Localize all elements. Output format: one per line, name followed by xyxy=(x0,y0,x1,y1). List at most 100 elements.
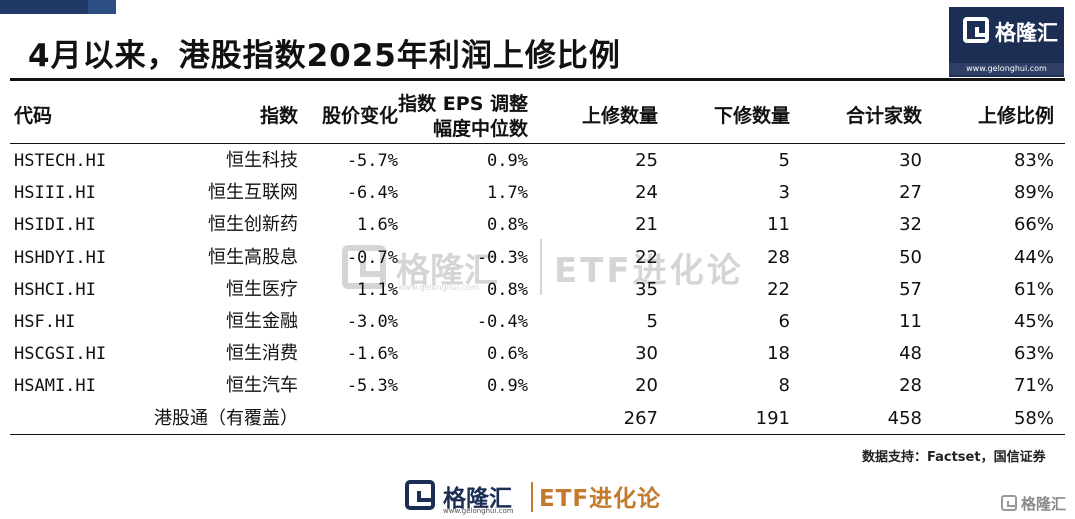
cell-up-ratio: 45% xyxy=(1013,311,1054,332)
cell-index-name: 恒生高股息 xyxy=(208,246,298,268)
cell-eps-median: 0.8% xyxy=(487,215,528,236)
cell-index-name: 恒生互联网 xyxy=(208,182,298,204)
cell-code: HSCGSI.HI xyxy=(14,344,107,365)
cell-price-change: -3.0% xyxy=(346,312,398,332)
cell-up-count: 35 xyxy=(635,278,658,300)
cell-index-name: 恒生消费 xyxy=(226,343,298,365)
header-eps-line2: 幅度中位数 xyxy=(432,118,528,140)
data-source-note: 数据支持：Factset，国信证券 xyxy=(862,450,1046,465)
cell-up-count: 25 xyxy=(635,150,658,171)
cell-total-count: 30 xyxy=(899,150,922,171)
table-bottom-rule xyxy=(10,434,1065,435)
header-index: 指数 xyxy=(259,105,298,127)
watermark-divider xyxy=(540,239,542,295)
top-accent-bar-secondary xyxy=(88,0,116,14)
cell-up-ratio: 89% xyxy=(1013,182,1054,204)
cell-down-count: 18 xyxy=(767,343,790,365)
cell-total-count: 27 xyxy=(899,182,922,204)
header-eps-line1: 指数 EPS 调整 xyxy=(398,93,528,115)
cell-code: HSAMI.HI xyxy=(14,376,96,397)
cell-code: HSHDYI.HI xyxy=(14,247,107,268)
cell-index-name: 恒生医疗 xyxy=(226,278,298,300)
cell-eps-median: 0.9% xyxy=(487,376,528,397)
cell-up-ratio: 66% xyxy=(1013,214,1054,236)
cell-index-name: 恒生科技 xyxy=(226,150,298,171)
cell-up-count: 5 xyxy=(646,311,658,332)
cell-price-change: -5.3% xyxy=(346,376,398,397)
footer-brand-url: www.gelonghui.com xyxy=(443,507,514,515)
top-accent-bar xyxy=(0,0,88,14)
cell-code: HSF.HI xyxy=(14,312,76,332)
header-up-count: 上修数量 xyxy=(581,105,658,127)
gelonghui-logo-icon xyxy=(963,17,989,43)
cell-price-change: -1.6% xyxy=(346,344,398,365)
cell-down-count: 3 xyxy=(778,182,790,204)
cell-price-change: -5.7% xyxy=(346,151,398,171)
summary-total-count: 458 xyxy=(887,407,922,429)
header-price-change: 股价变化 xyxy=(321,105,398,127)
cell-price-change: 1.6% xyxy=(357,215,398,236)
brand-logo: 格隆汇 www.gelonghui.com xyxy=(949,7,1064,77)
cell-total-count: 48 xyxy=(899,343,922,365)
footer-logo: 格隆汇 www.gelonghui.com ETF进化论 xyxy=(405,476,705,516)
cell-up-count: 24 xyxy=(635,182,658,204)
corner-watermark: 格隆汇 xyxy=(1001,492,1071,514)
cell-down-count: 11 xyxy=(767,214,790,236)
cell-code: HSIDI.HI xyxy=(14,215,96,236)
cell-up-count: 21 xyxy=(635,214,658,236)
cell-price-change: -6.4% xyxy=(346,183,398,204)
watermark-url: www.gelonghui.com xyxy=(398,283,479,292)
cell-up-ratio: 71% xyxy=(1013,375,1054,397)
header-up-ratio: 上修比例 xyxy=(977,105,1054,127)
header-total-count: 合计家数 xyxy=(845,105,922,127)
cell-total-count: 11 xyxy=(899,311,922,332)
footer-logo-icon xyxy=(405,480,435,510)
summary-up-count: 267 xyxy=(623,407,658,429)
cell-code: HSIII.HI xyxy=(14,183,96,204)
cell-up-ratio: 63% xyxy=(1013,343,1054,365)
cell-total-count: 50 xyxy=(899,246,922,268)
cell-eps-median: 0.8% xyxy=(487,279,528,300)
cell-up-ratio: 61% xyxy=(1013,278,1054,300)
cell-up-count: 20 xyxy=(635,375,658,397)
cell-price-change: 1.1% xyxy=(357,279,398,300)
summary-up-ratio: 58% xyxy=(1013,407,1054,429)
cell-eps-median: -0.4% xyxy=(476,312,528,332)
cell-down-count: 28 xyxy=(767,246,790,268)
footer-divider xyxy=(531,482,533,512)
cell-index-name: 恒生创新药 xyxy=(208,214,298,236)
cell-down-count: 8 xyxy=(778,375,790,397)
cell-price-change: -0.7% xyxy=(346,247,398,268)
cell-index-name: 恒生金融 xyxy=(226,311,298,332)
table-header-rule xyxy=(10,143,1065,144)
cell-index-name: 恒生汽车 xyxy=(226,375,298,397)
page-title: 4月以来，港股指数2025年利润上修比例 xyxy=(28,38,621,74)
cell-down-count: 5 xyxy=(778,150,790,171)
footer-brand-name: 格隆汇 xyxy=(443,486,512,512)
cell-eps-median: -0.3% xyxy=(476,247,528,268)
cell-up-count: 22 xyxy=(635,246,658,268)
cell-eps-median: 1.7% xyxy=(487,183,528,204)
table-top-rule xyxy=(10,78,1065,81)
cell-code: HSHCI.HI xyxy=(14,279,96,300)
brand-url: www.gelonghui.com xyxy=(949,63,1064,75)
cell-up-count: 30 xyxy=(635,343,658,365)
cell-code: HSTECH.HI xyxy=(14,151,107,171)
cell-eps-median: 0.9% xyxy=(487,151,528,171)
cell-up-ratio: 44% xyxy=(1013,246,1054,268)
header-code: 代码 xyxy=(14,105,53,127)
cell-total-count: 57 xyxy=(899,278,922,300)
brand-name: 格隆汇 xyxy=(995,21,1058,45)
summary-label: 港股通（有覆盖） xyxy=(154,407,298,429)
corner-logo-icon xyxy=(1001,495,1017,511)
summary-down-count: 191 xyxy=(755,407,790,429)
cell-down-count: 22 xyxy=(767,278,790,300)
cell-down-count: 6 xyxy=(778,311,790,332)
footer-tag: ETF进化论 xyxy=(539,486,662,512)
cell-total-count: 28 xyxy=(899,375,922,397)
cell-up-ratio: 83% xyxy=(1013,150,1054,171)
corner-watermark-name: 格隆汇 xyxy=(1021,495,1067,513)
cell-total-count: 32 xyxy=(899,214,922,236)
header-down-count: 下修数量 xyxy=(713,105,790,127)
cell-eps-median: 0.6% xyxy=(487,344,528,365)
